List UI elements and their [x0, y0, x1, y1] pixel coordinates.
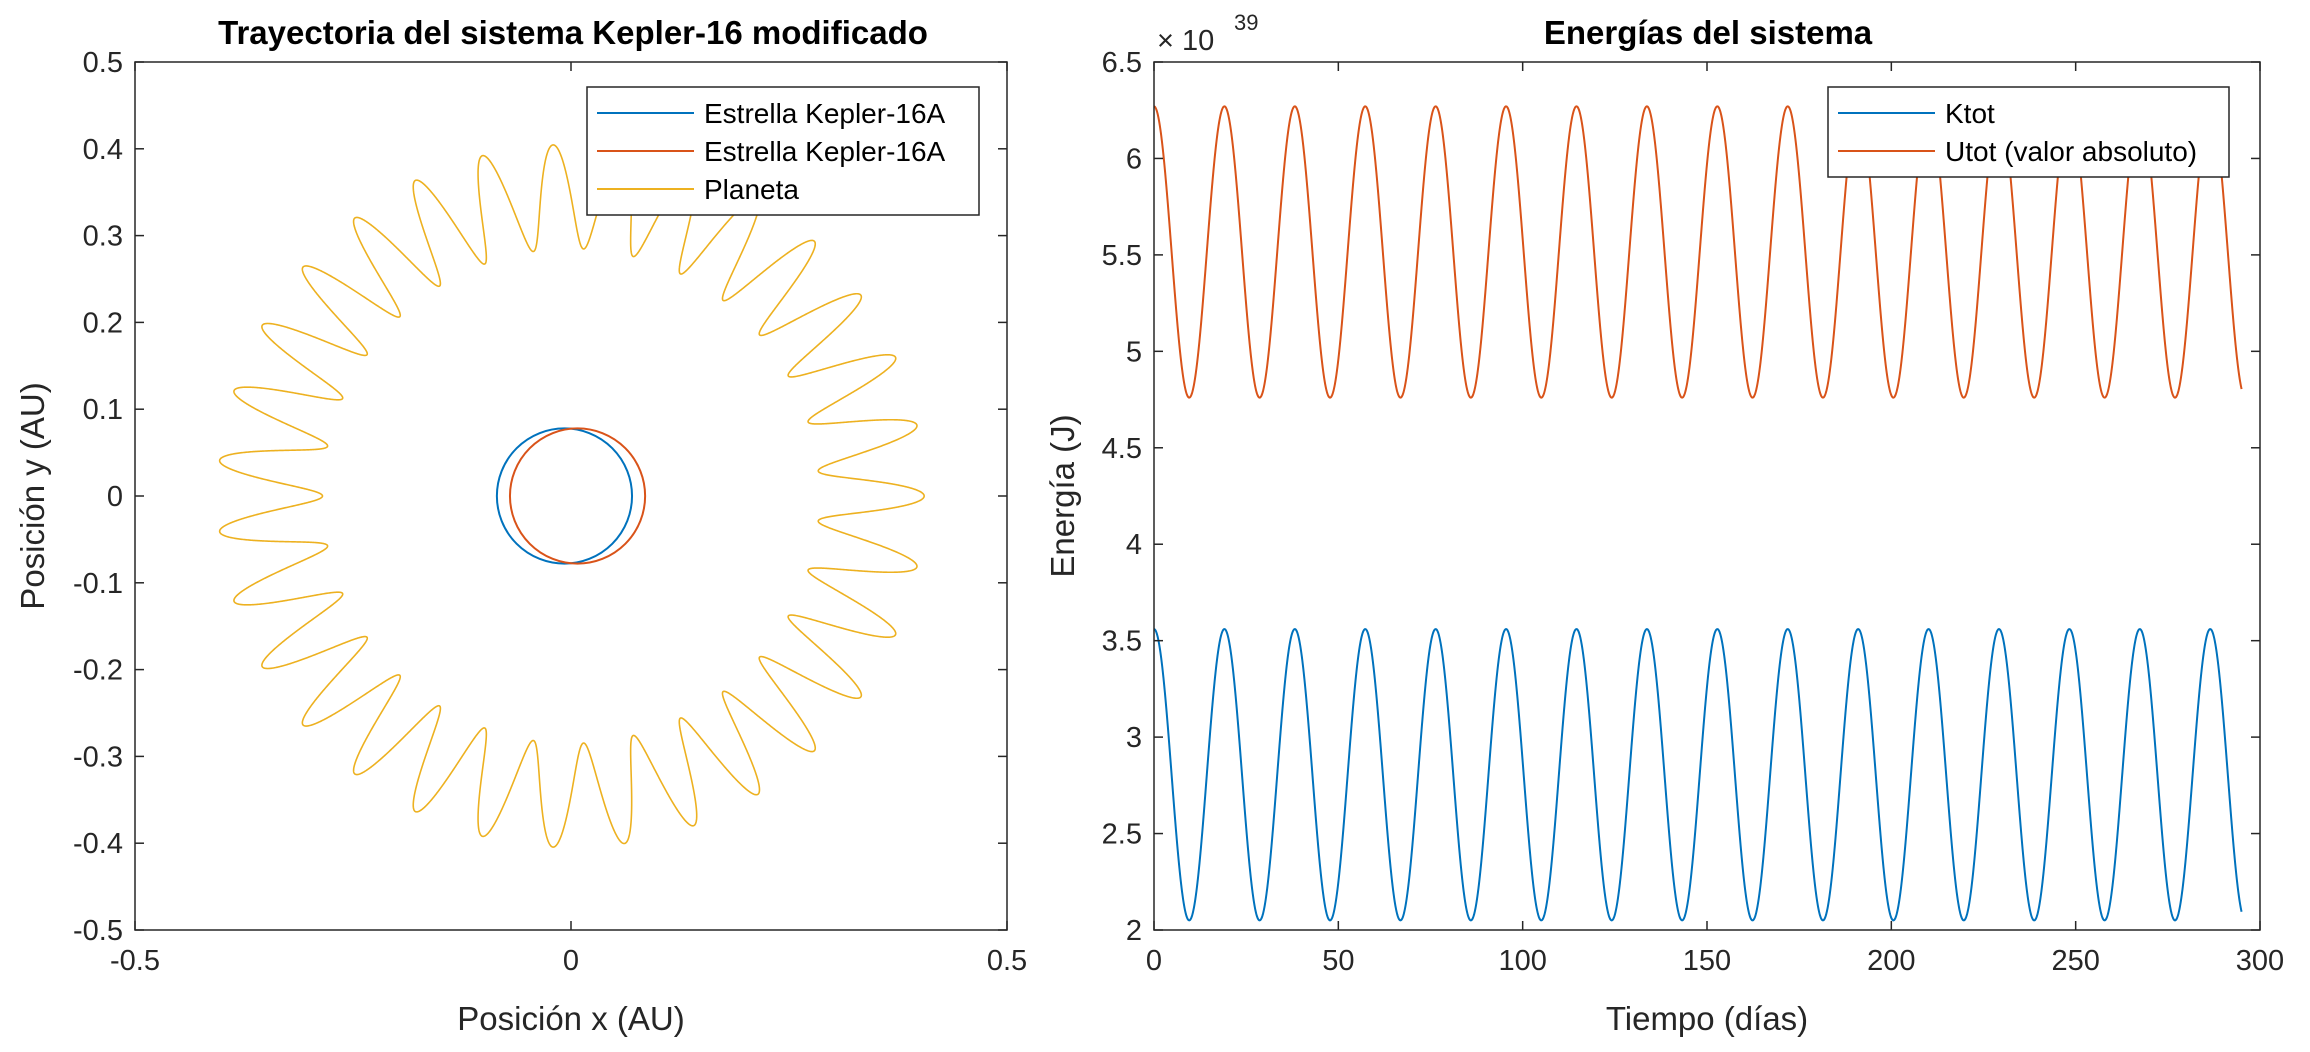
trajectory-x-axis: -0.5 0 0.5 — [110, 62, 1027, 977]
planet-trajectory-line — [218, 144, 925, 848]
x-tick-label: 200 — [1867, 945, 1915, 977]
trajectory-legend: Estrella Kepler-16A Estrella Kepler-16A … — [586, 86, 980, 216]
x-tick-label: 300 — [2236, 945, 2284, 977]
y-tick-label: 2 — [1126, 915, 1142, 947]
y-tick-label: 5.5 — [1102, 240, 1142, 272]
energy-y-axis: 6.5 6 5.5 5 4.5 4 3.5 3 2.5 2 — [1102, 47, 2260, 947]
x-tick-label: 150 — [1683, 945, 1731, 977]
legend-label-planet: Planeta — [704, 174, 799, 205]
y-tick-label: 3.5 — [1102, 626, 1142, 658]
energy-legend-box — [1827, 86, 2230, 178]
y-tick-label: -0.3 — [73, 741, 123, 773]
trajectory-y-axis-label: Posición y (AU) — [14, 382, 51, 609]
energy-plot-area — [1153, 105, 2243, 922]
legend-label-star-a: Estrella Kepler-16A — [704, 98, 946, 129]
energy-legend: Ktot Utot (valor absoluto) — [1827, 86, 2230, 178]
y-tick-label: 0.2 — [83, 307, 123, 339]
y-tick-label: 0.1 — [83, 394, 123, 426]
trajectory-chart: Trayectoria del sistema Kepler-16 modifi… — [14, 14, 1027, 1037]
y-tick-label: 2.5 — [1102, 819, 1142, 851]
x-tick-label: 250 — [2051, 945, 2099, 977]
trajectory-x-axis-label: Posición x (AU) — [457, 1000, 684, 1037]
trajectory-plot-area — [218, 144, 925, 848]
energy-x-axis: 0 50 100 150 200 250 300 — [1146, 62, 2284, 977]
ktot-series-line — [1153, 628, 2243, 922]
energy-y-exponent: × 10 39 — [1157, 10, 1258, 57]
energy-chart: Energías del sistema 0 50 100 150 200 250 300 … — [1044, 10, 2284, 1037]
y-tick-label: -0.5 — [73, 915, 123, 947]
x-tick-label: 100 — [1498, 945, 1546, 977]
trajectory-y-axis: 0.5 0.4 0.3 0.2 0.1 0 -0.1 -0.2 -0.3 -0.4 -0.5 — [73, 47, 1007, 947]
energy-chart-title: Energías del sistema — [1544, 14, 1873, 51]
y-tick-label: 3 — [1126, 722, 1142, 754]
energy-y-exponent-power: 39 — [1234, 10, 1258, 35]
energy-y-axis-label: Energía (J) — [1044, 414, 1081, 577]
y-tick-label: -0.2 — [73, 655, 123, 687]
y-tick-label: 4.5 — [1102, 433, 1142, 465]
x-tick-label: 0.5 — [987, 945, 1027, 977]
legend-label-star-b: Estrella Kepler-16A — [704, 136, 946, 167]
y-tick-label: 0.4 — [83, 134, 123, 166]
x-tick-label: 50 — [1322, 945, 1354, 977]
y-tick-label: 5 — [1126, 336, 1142, 368]
x-tick-label: 0 — [563, 945, 579, 977]
y-tick-label: 0 — [107, 481, 123, 513]
y-tick-label: -0.4 — [73, 828, 123, 860]
star-a-trajectory-line — [495, 427, 634, 565]
y-tick-label: 0.3 — [83, 221, 123, 253]
energy-axes-box — [1153, 61, 2261, 931]
y-tick-label: 0.5 — [83, 47, 123, 79]
star-b-trajectory-line — [508, 427, 647, 565]
x-tick-label: -0.5 — [110, 945, 160, 977]
x-tick-label: 0 — [1146, 945, 1162, 977]
y-tick-label: -0.1 — [73, 568, 123, 600]
y-tick-label: 6 — [1126, 143, 1142, 175]
energy-y-exponent-base: × 10 — [1157, 25, 1214, 57]
legend-label-utot: Utot (valor absoluto) — [1945, 136, 2197, 167]
y-tick-label: 4 — [1126, 529, 1142, 561]
y-tick-label: 6.5 — [1102, 47, 1142, 79]
energy-x-axis-label: Tiempo (días) — [1606, 1000, 1808, 1037]
trajectory-chart-title: Trayectoria del sistema Kepler-16 modifi… — [218, 14, 928, 51]
legend-label-ktot: Ktot — [1945, 98, 1995, 129]
